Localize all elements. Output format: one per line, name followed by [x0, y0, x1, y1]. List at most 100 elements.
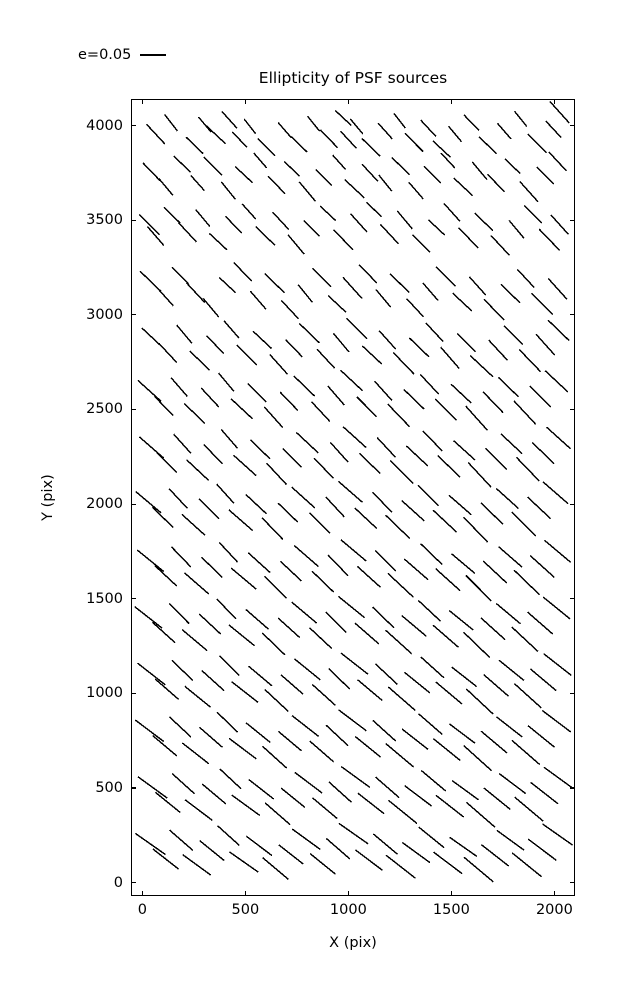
psf-whisker: [391, 156, 411, 176]
psf-whisker: [432, 140, 451, 158]
psf-whisker: [544, 539, 572, 563]
psf-whisker: [257, 138, 276, 157]
psf-whisker: [309, 740, 335, 763]
psf-whisker: [482, 560, 508, 584]
x-tick-label: 0: [137, 902, 147, 918]
psf-whisker: [303, 220, 320, 237]
psf-whisker: [310, 401, 331, 422]
psf-whisker: [503, 325, 524, 345]
psf-whisker: [155, 286, 174, 307]
y-tick-left: [131, 787, 136, 789]
psf-whisker: [338, 709, 367, 732]
psf-whisker: [542, 823, 574, 846]
psf-whisker: [137, 776, 168, 799]
psf-whisker: [423, 165, 442, 184]
psf-whisker: [465, 801, 496, 828]
psf-whisker: [228, 737, 257, 760]
psf-whisker: [378, 174, 393, 192]
psf-whisker: [401, 728, 429, 750]
psf-whisker: [264, 273, 285, 294]
psf-whisker: [451, 666, 478, 688]
psf-whisker: [425, 322, 444, 343]
psf-whisker: [264, 802, 291, 826]
psf-whisker: [422, 430, 443, 452]
psf-whisker: [181, 629, 208, 652]
psf-whisker: [504, 158, 521, 174]
psf-whisker: [337, 480, 364, 503]
psf-whisker: [280, 674, 304, 695]
psf-whisker: [253, 152, 268, 169]
psf-whisker: [478, 136, 498, 155]
plot-axes-frame: [131, 99, 575, 896]
psf-whisker: [181, 513, 206, 536]
y-tick-right: [570, 598, 575, 600]
psf-whisker: [465, 405, 489, 431]
psf-whisker: [261, 517, 284, 540]
psf-whisker: [230, 398, 254, 420]
psf-whisker: [480, 502, 504, 525]
psf-whisker: [450, 383, 472, 404]
whisker-field: [134, 101, 574, 883]
psf-whisker: [329, 441, 349, 463]
x-tick-top: [450, 99, 452, 104]
psf-whisker: [236, 344, 258, 366]
psf-whisker: [173, 433, 192, 454]
psf-whisker: [546, 426, 572, 450]
psf-whisker: [356, 396, 378, 418]
psf-whisker: [186, 459, 210, 481]
psf-whisker: [432, 624, 459, 648]
psf-whisker: [451, 553, 476, 574]
psf-whisker: [280, 560, 302, 582]
psf-whisker: [247, 552, 271, 574]
y-tick-label: 3000: [86, 306, 123, 323]
x-tick-bottom: [450, 891, 452, 896]
psf-whisker: [245, 608, 269, 630]
psf-whisker: [223, 320, 240, 339]
psf-whisker: [152, 848, 180, 870]
x-tick-label: 2000: [535, 902, 573, 918]
psf-whisker: [372, 833, 398, 855]
psf-whisker: [332, 154, 347, 170]
psf-whisker: [437, 455, 461, 478]
psf-whisker: [233, 262, 253, 282]
psf-whisker: [465, 688, 494, 715]
y-tick-right: [570, 882, 575, 884]
psf-whisker: [514, 796, 544, 822]
psf-whisker: [354, 507, 378, 530]
psf-whisker: [465, 574, 492, 602]
psf-whisker: [152, 735, 178, 757]
psf-whisker: [137, 662, 166, 686]
psf-whisker: [261, 632, 286, 656]
psf-whisker: [448, 609, 474, 631]
psf-whisker: [387, 572, 414, 598]
psf-whisker: [308, 512, 331, 534]
psf-whisker: [547, 319, 570, 342]
psf-whisker: [527, 133, 547, 154]
psf-whisker: [456, 332, 476, 353]
psf-whisker: [401, 499, 425, 522]
psf-whisker: [245, 493, 267, 515]
psf-whisker: [339, 130, 357, 149]
psf-whisker: [543, 766, 574, 790]
psf-whisker: [169, 829, 194, 851]
psf-whisker: [334, 109, 352, 126]
psf-whisker: [496, 716, 523, 738]
psf-whisker: [480, 730, 508, 754]
y-tick-left: [131, 124, 136, 127]
psf-whisker: [221, 110, 238, 129]
y-tick-left: [131, 692, 136, 695]
psf-whisker: [309, 853, 336, 875]
psf-whisker: [498, 773, 527, 795]
psf-whisker: [197, 116, 212, 133]
psf-whisker: [516, 268, 535, 289]
psf-whisker: [420, 656, 445, 679]
psf-whisker: [306, 115, 321, 132]
psf-whisker: [272, 211, 290, 231]
psf-whisker: [378, 330, 397, 350]
psf-whisker: [156, 452, 178, 473]
psf-whisker: [185, 282, 206, 303]
psf-whisker: [349, 213, 368, 233]
psf-whisker: [219, 655, 240, 676]
psf-whisker: [228, 624, 256, 647]
